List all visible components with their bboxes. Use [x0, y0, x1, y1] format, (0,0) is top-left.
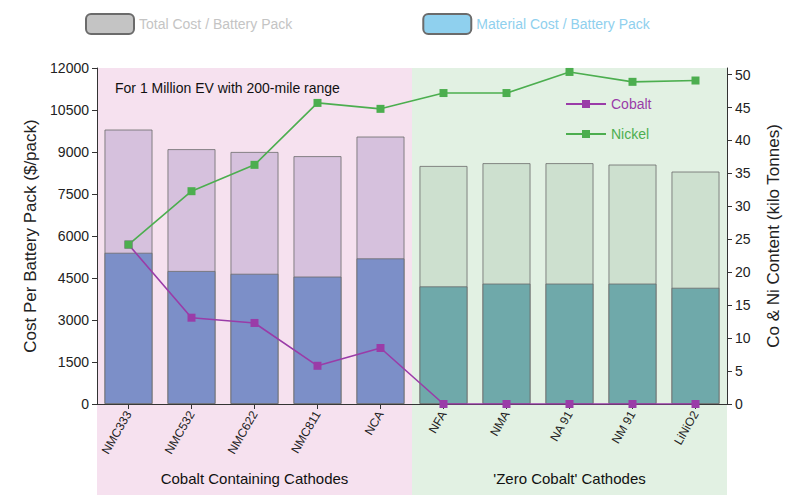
svg-text:0: 0 [735, 396, 743, 412]
svg-text:5: 5 [735, 363, 743, 379]
svg-text:LiNiO2: LiNiO2 [671, 408, 702, 447]
svg-text:10500: 10500 [50, 102, 89, 118]
svg-text:10: 10 [735, 330, 751, 346]
svg-text:NMA: NMA [487, 408, 512, 438]
svg-text:20: 20 [735, 264, 751, 280]
svg-text:Nickel: Nickel [611, 126, 649, 142]
svg-text:Cobalt Containing Cathodes: Cobalt Containing Cathodes [161, 470, 349, 487]
svg-text:NFA: NFA [426, 408, 450, 435]
svg-text:3000: 3000 [58, 312, 89, 328]
svg-text:Material Cost / Battery Pack: Material Cost / Battery Pack [476, 16, 651, 32]
svg-text:NMC333: NMC333 [99, 408, 135, 456]
svg-text:7500: 7500 [58, 186, 89, 202]
svg-text:For 1 Million EV with 200-mile: For 1 Million EV with 200-mile range [115, 80, 340, 96]
svg-text:9000: 9000 [58, 144, 89, 160]
svg-text:1500: 1500 [58, 354, 89, 370]
svg-text:NMC622: NMC622 [225, 408, 261, 456]
svg-text:4500: 4500 [58, 270, 89, 286]
svg-text:NMC532: NMC532 [162, 408, 198, 456]
svg-text:40: 40 [735, 132, 751, 148]
svg-text:0: 0 [81, 396, 89, 412]
svg-text:NCA: NCA [362, 408, 387, 437]
svg-text:Co & Ni Content (kilo Tonnes): Co & Ni Content (kilo Tonnes) [764, 124, 783, 348]
svg-text:Cobalt: Cobalt [611, 96, 652, 112]
svg-text:NM 91: NM 91 [609, 408, 639, 446]
svg-text:Cost Per Battery Pack ($/pack): Cost Per Battery Pack ($/pack) [21, 119, 40, 352]
svg-text:'Zero Cobalt' Cathodes: 'Zero Cobalt' Cathodes [493, 470, 645, 487]
svg-text:45: 45 [735, 100, 751, 116]
svg-text:NMC811: NMC811 [288, 408, 323, 455]
svg-text:25: 25 [735, 231, 751, 247]
svg-text:Total Cost / Battery Pack: Total Cost / Battery Pack [139, 16, 293, 32]
svg-text:NA 91: NA 91 [547, 408, 576, 444]
svg-text:30: 30 [735, 198, 751, 214]
svg-text:50: 50 [735, 67, 751, 83]
svg-text:15: 15 [735, 297, 751, 313]
svg-text:35: 35 [735, 165, 751, 181]
svg-text:6000: 6000 [58, 228, 89, 244]
svg-text:12000: 12000 [50, 60, 89, 76]
